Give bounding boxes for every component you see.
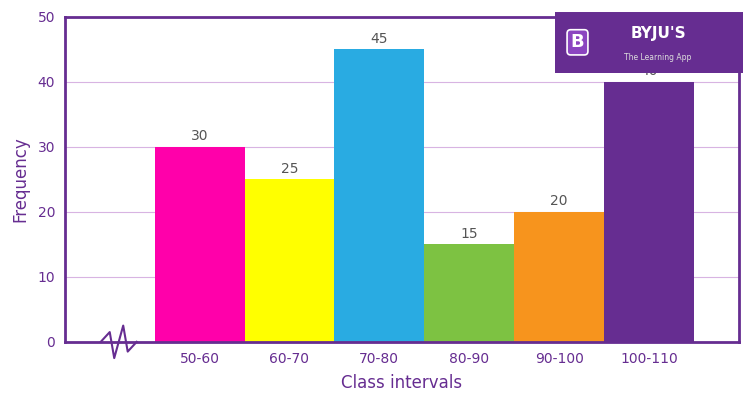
Text: BYJU'S: BYJU'S xyxy=(630,26,686,41)
Bar xyxy=(154,147,244,342)
Text: B: B xyxy=(571,33,584,51)
Bar xyxy=(514,212,604,342)
FancyBboxPatch shape xyxy=(549,12,748,73)
Text: 15: 15 xyxy=(460,227,478,241)
Text: 45: 45 xyxy=(370,32,388,46)
Bar xyxy=(604,82,694,342)
Bar xyxy=(244,179,334,342)
Text: 20: 20 xyxy=(550,195,568,208)
Bar xyxy=(334,49,424,342)
Y-axis label: Frequency: Frequency xyxy=(11,136,29,222)
Text: 25: 25 xyxy=(280,162,298,176)
Text: 30: 30 xyxy=(190,129,208,143)
Bar xyxy=(424,244,514,342)
Text: The Learning App: The Learning App xyxy=(625,53,692,62)
X-axis label: Class intervals: Class intervals xyxy=(341,374,463,392)
Text: 40: 40 xyxy=(640,64,658,79)
